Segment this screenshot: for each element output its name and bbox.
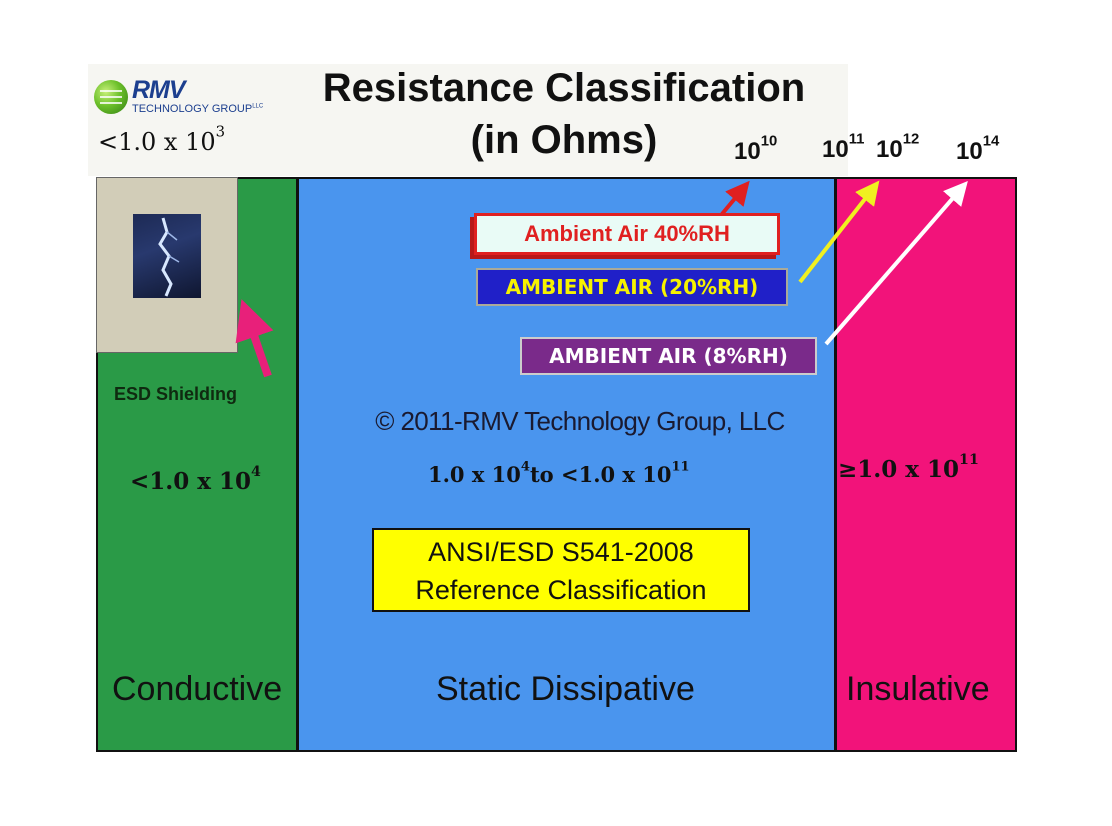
- esd-shielding-label: ESD Shielding: [114, 384, 238, 404]
- logo-subtitle-text: TECHNOLOGY GROUP: [132, 103, 253, 115]
- threshold-1e10: 1010: [734, 134, 777, 166]
- page-subtitle: (in Ohms): [470, 118, 658, 162]
- logo-llc: LLC: [252, 103, 264, 110]
- ambient-air-40rh-badge: Ambient Air 40%RH: [474, 213, 780, 255]
- range-insulative-base: ≥1.0 x 10: [838, 456, 960, 483]
- range-dissipative-low: 1.0 x 10: [428, 462, 521, 487]
- range-dissipative: 1.0 x 104to <1.0 x 1011: [428, 459, 690, 487]
- range-dissipative-high: to <1.0 x 10: [529, 462, 672, 487]
- range-conductive-base: <1.0 x 10: [130, 468, 252, 495]
- logo-subtitle: TECHNOLOGY GROUPLLC: [132, 103, 263, 115]
- threshold-1e12: 1012: [876, 132, 919, 164]
- threshold-1e11-base: 10: [822, 136, 849, 163]
- threshold-1e14-base: 10: [956, 138, 983, 165]
- ansi-line-2: Reference Classification: [415, 575, 707, 605]
- logo: RMV TECHNOLOGY GROUPLLC: [94, 76, 294, 118]
- threshold-1e10-exp: 10: [760, 133, 778, 150]
- zone-label-insulative: Insulative: [846, 670, 990, 708]
- ambient-air-20rh-badge: AMBIENT AIR (20%RH): [476, 268, 788, 306]
- range-insulative-exp: 11: [959, 452, 979, 469]
- header-band: [88, 64, 848, 176]
- copyright-text: © 2011-RMV Technology Group, LLC: [375, 406, 785, 436]
- globe-icon: [94, 80, 128, 114]
- esd-bag-image: [133, 214, 201, 298]
- range-dissipative-low-exp: 4: [520, 459, 530, 475]
- threshold-1e14-exp: 14: [982, 133, 1000, 150]
- range-dissipative-high-exp: 11: [671, 459, 690, 475]
- threshold-1e12-base: 10: [876, 136, 903, 163]
- page-title: Resistance Classification: [322, 66, 806, 110]
- threshold-1e14: 1014: [956, 134, 999, 166]
- zone-label-conductive: Conductive: [112, 670, 283, 708]
- range-conductive: <1.0 x 104: [130, 465, 261, 495]
- esd-shielding-photo: [96, 177, 238, 353]
- ansi-line-1: ANSI/ESD S541-2008: [428, 537, 694, 567]
- range-conductive-exp: 4: [251, 464, 261, 481]
- ambient-air-8rh-badge: AMBIENT AIR (8%RH): [520, 337, 817, 375]
- zone-label-static-dissipative: Static Dissipative: [436, 670, 695, 708]
- threshold-1e11-exp: 11: [848, 131, 865, 148]
- threshold-lt-1e3: <1.0 x 103: [98, 124, 225, 156]
- threshold-1e12-exp: 12: [902, 131, 920, 148]
- lightning-icon: [158, 217, 180, 297]
- range-insulative: ≥1.0 x 1011: [838, 453, 979, 483]
- threshold-lt-1e3-base: <1.0 x 10: [98, 128, 216, 156]
- threshold-lt-1e3-exp: 3: [215, 122, 226, 141]
- threshold-1e11: 1011: [822, 132, 864, 164]
- logo-name: RMV: [132, 76, 186, 104]
- threshold-1e10-base: 10: [734, 138, 761, 165]
- ansi-reference-box: ANSI/ESD S541-2008 Reference Classificat…: [372, 528, 750, 612]
